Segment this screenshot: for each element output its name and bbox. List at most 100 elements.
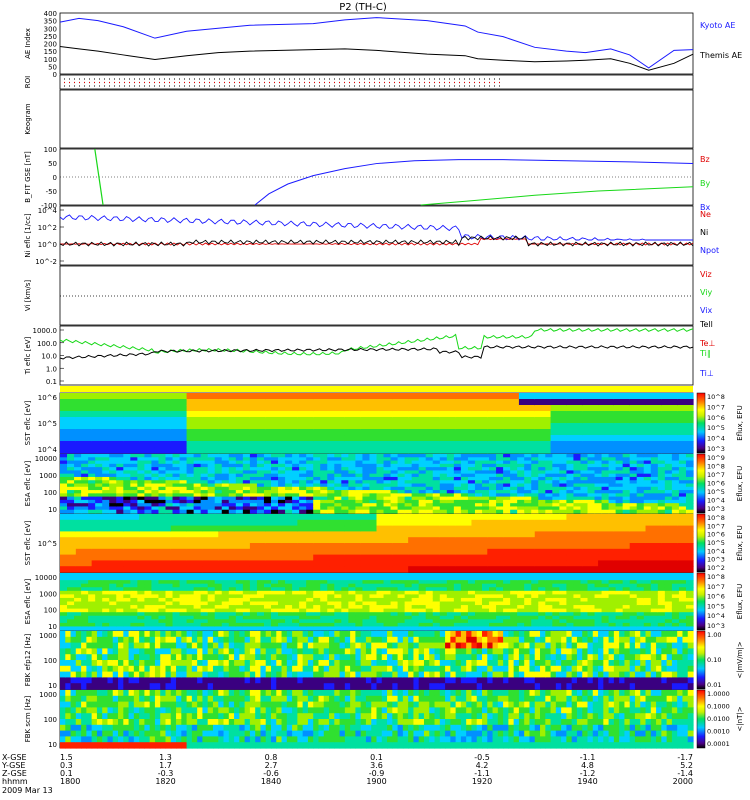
spec-cell-esa_e: [411, 509, 420, 514]
spec-cell-esa_e: [531, 480, 539, 485]
spec-cell-esa_e: [144, 476, 153, 481]
spec-cell-sst_i: [123, 560, 140, 567]
spec-cell-esa_i: [657, 583, 666, 588]
spec-cell-esa_e: [165, 506, 174, 511]
spec-cell-esa_e: [334, 480, 342, 485]
spec-cell-esa_e: [179, 470, 188, 475]
spec-cell-esa_e: [221, 509, 230, 514]
spec-cell-esa_i: [144, 597, 153, 603]
spec-cell-fbk_e: [439, 665, 446, 673]
spec-cell-sst_e: [75, 399, 93, 406]
spec-cell-fbk_e: [408, 654, 415, 661]
spec-cell-sst_i: [75, 519, 93, 527]
spec-cell-fbk_e: [302, 631, 309, 638]
spec-cell-sst_i: [202, 543, 219, 550]
spec-cell-esa_i: [622, 605, 631, 610]
spec-cell-fbk_e: [576, 631, 583, 638]
spec-cell-esa_i: [341, 601, 349, 606]
spec-cell-esa_e: [474, 473, 483, 478]
spec-cell-sst_e: [376, 429, 393, 436]
spec-cell-esa_i: [390, 583, 399, 588]
spec-cell-esa_i: [186, 601, 195, 606]
spec-cell-esa_i: [186, 590, 195, 595]
spec-cell-esa_i: [608, 605, 617, 610]
spec-cell-esa_i: [263, 580, 272, 585]
spec-cell-esa_i: [348, 597, 356, 603]
spec-cell-esa_e: [116, 476, 124, 481]
spec-cell-fbk_e: [529, 654, 536, 661]
spec-cell-esa_i: [285, 608, 293, 613]
spec-cell-sst_e: [139, 429, 156, 436]
spec-cell-fbk_e: [197, 648, 204, 655]
spec-cell-fbk_e: [165, 654, 172, 661]
spec-cell-fbk_e: [423, 636, 430, 644]
spec-cell-esa_i: [636, 605, 645, 610]
spec-cell-esa_e: [285, 496, 293, 501]
spec-cell-esa_i: [172, 580, 181, 585]
spec-cell-fbk_e: [608, 631, 615, 638]
spec-cell-esa_e: [482, 476, 490, 481]
spec-cell-esa_i: [278, 622, 286, 628]
spec-cell-esa_i: [256, 587, 265, 592]
spec-cell-esa_i: [566, 612, 575, 617]
spec-cell-sst_e: [566, 447, 583, 454]
spec-cell-fbk_e: [555, 671, 562, 678]
spec-cell-esa_e: [249, 503, 258, 508]
spec-cell-esa_e: [489, 470, 497, 475]
spec-cell-fbk_e: [529, 660, 536, 667]
spec-cell-esa_e: [200, 490, 209, 494]
spec-cell-fbk_e: [344, 671, 351, 678]
spec-cell-esa_e: [95, 486, 103, 491]
spec-cell-esa_i: [242, 615, 251, 620]
spec-cell-fbk_e: [598, 683, 604, 690]
spec-cell-esa_i: [306, 587, 314, 592]
spec-cell-esa_i: [186, 605, 195, 610]
spec-cell-esa_i: [158, 597, 167, 603]
spec-cell-fbk_e: [545, 636, 552, 644]
spec-cell-fbk_e: [60, 631, 66, 638]
spec-cell-fbk_e: [371, 677, 378, 684]
spec-cell-esa_e: [137, 486, 145, 491]
spec-cell-esa_e: [587, 493, 596, 498]
spec-cell-sst_e: [313, 441, 330, 448]
spec-cell-fbk_e: [360, 636, 367, 644]
spec-cell-sst_e: [218, 441, 235, 448]
spec-cell-esa_i: [629, 576, 638, 581]
spec-cell-esa_e: [151, 467, 160, 471]
spec-cell-esa_i: [439, 573, 448, 578]
spec-cell-esa_i: [573, 615, 582, 620]
spec-cell-sst_e: [186, 405, 204, 412]
spec-cell-esa_e: [650, 463, 659, 468]
spec-cell-esa_e: [650, 490, 659, 494]
spec-cell-esa_e: [362, 460, 371, 465]
spec-cell-esa_e: [151, 463, 160, 468]
spec-cell-esa_i: [404, 590, 413, 595]
spec-cell-sst_i: [344, 537, 362, 544]
spec-cell-esa_i: [636, 573, 645, 578]
spec-cell-fbk_e: [271, 660, 277, 667]
spec-cell-esa_i: [489, 594, 497, 599]
spec-cell-sst_e: [297, 435, 314, 442]
spec-cell-esa_e: [552, 467, 560, 471]
spec-cell-esa_i: [144, 615, 153, 620]
spec-cell-esa_i: [278, 573, 286, 578]
spec-cell-fbk_e: [91, 631, 98, 638]
spec-cell-sst_e: [518, 417, 536, 424]
spec-cell-esa_i: [320, 615, 328, 620]
spec-cell-fbk_e: [503, 683, 509, 690]
spec-cell-fbk_e: [107, 671, 114, 678]
spec-cell-esa_i: [601, 605, 610, 610]
spec-cell-fbk_e: [334, 665, 341, 673]
spec-cell-sst_i: [471, 525, 488, 532]
spec-cell-fbk_e: [576, 642, 583, 649]
spec-cell-sst_i: [566, 548, 583, 556]
spec-cell-esa_i: [151, 583, 160, 588]
spec-cell-esa_i: [376, 583, 385, 588]
spec-cell-fbk_e: [271, 636, 277, 644]
spec-cell-esa_i: [327, 576, 335, 581]
spec-cell-sst_i: [297, 525, 314, 532]
spec-cell-esa_i: [292, 587, 300, 592]
spec-cell-sst_e: [123, 411, 140, 418]
series-line-0: [59, 17, 694, 69]
spec-cell-sst_i: [154, 519, 172, 527]
